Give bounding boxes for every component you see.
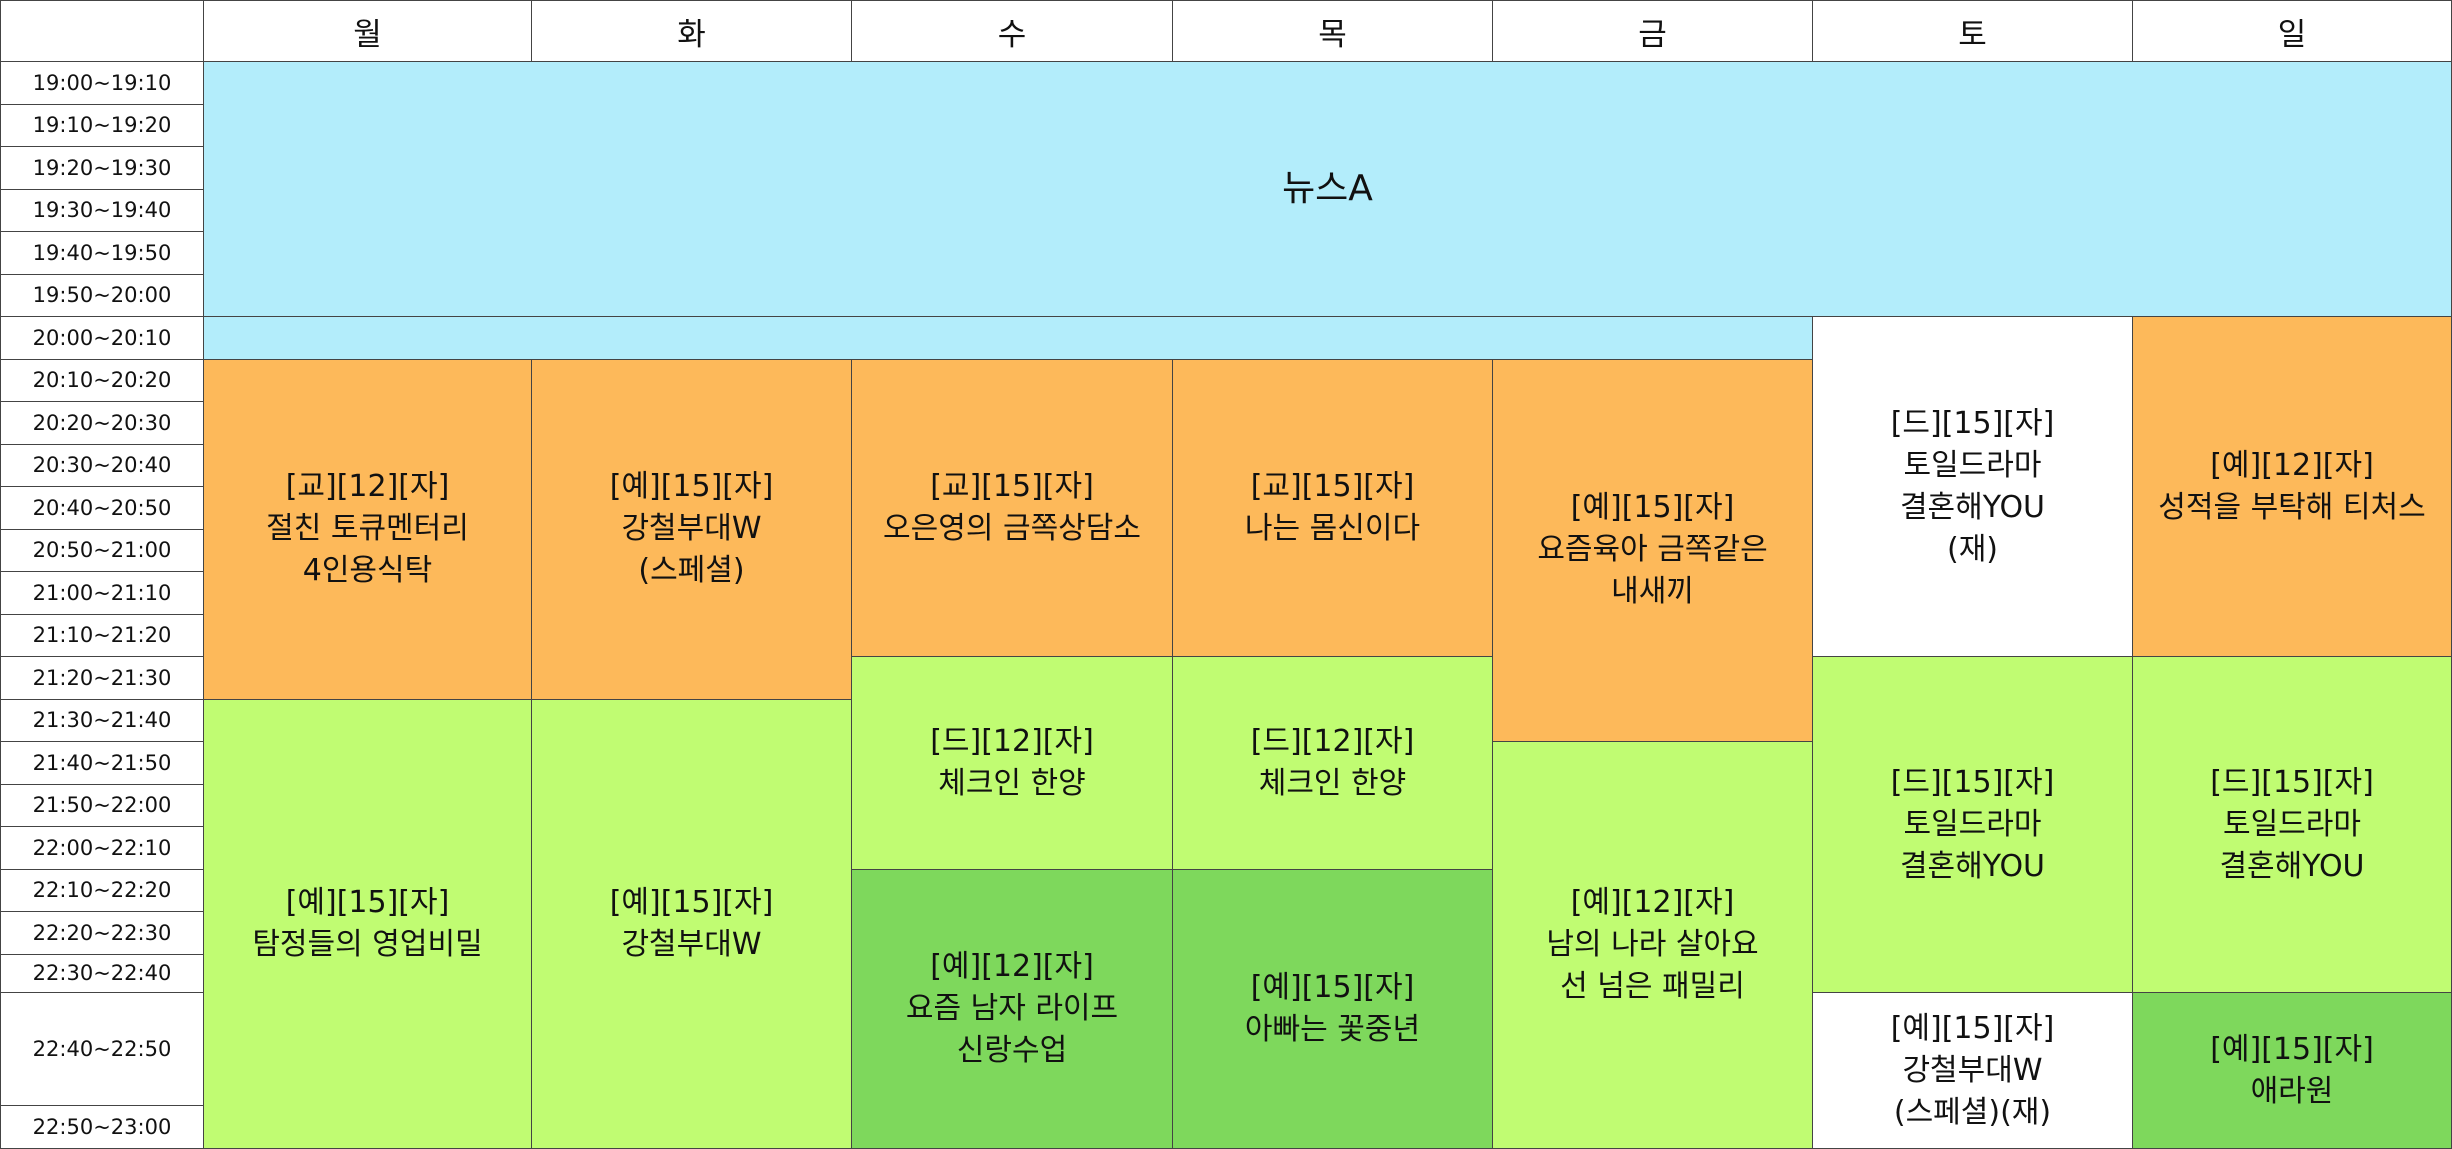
time-label: 19:50~20:00 <box>0 274 204 317</box>
program-block: [예][15][자] 애라원 <box>2133 993 2452 1149</box>
program-block: [예][15][자] 아빠는 꽃중년 <box>1173 869 1493 1149</box>
program-block: [드][12][자] 체크인 한양 <box>852 657 1173 870</box>
time-label: 19:40~19:50 <box>0 232 204 275</box>
time-label: 22:40~22:50 <box>0 993 204 1106</box>
program-title: [예][15][자] 강철부대W (스페셜) <box>609 469 774 588</box>
program-block: [예][15][자] 강철부대W <box>532 699 852 1149</box>
program-block: [예][15][자] 요즘육아 금쪽같은 내새끼 <box>1493 359 1813 742</box>
program-block: [교][15][자] 오은영의 금쪽상담소 <box>852 359 1173 657</box>
program-block: [교][15][자] 나는 몸신이다 <box>1173 359 1493 657</box>
program-block: [교][12][자] 절친 토큐멘터리 4인용식탁 <box>204 359 532 700</box>
program-title: [드][15][자] 토일드라마 결혼해YOU <box>1890 764 2055 884</box>
program-block: [예][15][자] 강철부대W (스페셜)(재) <box>1813 993 2133 1149</box>
day-header: 수 <box>852 0 1173 62</box>
program-title: [예][15][자] 요즘육아 금쪽같은 내새끼 <box>1537 490 1768 610</box>
time-label: 19:20~19:30 <box>0 147 204 190</box>
program-title: [드][15][자] 토일드라마 결혼해YOU (재) <box>1890 405 2055 567</box>
program-block: [예][12][자] 성적을 부탁해 티처스 <box>2133 317 2452 657</box>
program-block: [예][12][자] 요즘 남자 라이프 신랑수업 <box>852 869 1173 1149</box>
time-label: 20:30~20:40 <box>0 444 204 487</box>
program-block: 뉴스A <box>204 62 2452 317</box>
time-label: 21:40~21:50 <box>0 742 204 785</box>
time-label: 22:20~22:30 <box>0 912 204 955</box>
day-header: 목 <box>1173 0 1493 62</box>
program-title: [교][12][자] 절친 토큐멘터리 4인용식탁 <box>266 469 469 588</box>
time-label: 22:30~22:40 <box>0 954 204 993</box>
program-title: [예][15][자] 강철부대W (스페셜)(재) <box>1890 1010 2055 1130</box>
time-label: 20:00~20:10 <box>0 317 204 360</box>
program-title: [예][15][자] 애라원 <box>2210 1031 2374 1109</box>
program-title: [예][15][자] 탐정들의 영업비밀 <box>252 884 483 962</box>
time-label: 20:20~20:30 <box>0 402 204 445</box>
day-header: 토 <box>1813 0 2133 62</box>
time-label: 21:50~22:00 <box>0 784 204 827</box>
program-block: [드][15][자] 토일드라마 결혼해YOU <box>1813 657 2133 993</box>
program-title: [드][15][자] 토일드라마 결혼해YOU <box>2210 764 2374 884</box>
program-title: [예][15][자] 아빠는 꽃중년 <box>1244 969 1421 1047</box>
program-title: [교][15][자] 나는 몸신이다 <box>1244 468 1421 546</box>
time-label: 22:50~23:00 <box>0 1106 204 1149</box>
day-header: 금 <box>1493 0 1813 62</box>
program-block: [예][15][자] 탐정들의 영업비밀 <box>204 699 532 1149</box>
program-title: [예][15][자] 강철부대W <box>609 884 774 962</box>
program-block: [예][15][자] 강철부대W (스페셜) <box>532 359 852 700</box>
time-label: 20:10~20:20 <box>0 359 204 402</box>
program-title: [예][12][자] 남의 나라 살아요 선 넘은 패밀리 <box>1546 885 1759 1004</box>
program-title: [드][12][자] 체크인 한양 <box>1250 723 1415 801</box>
time-label: 19:10~19:20 <box>0 104 204 147</box>
corner-cell <box>0 0 204 62</box>
program-title: [교][15][자] 오은영의 금쪽상담소 <box>883 468 1141 546</box>
program-title: [예][12][자] 성적을 부탁해 티처스 <box>2158 447 2426 525</box>
program-title: [드][12][자] 체크인 한양 <box>930 723 1094 801</box>
program-block <box>204 317 1813 360</box>
time-label: 20:50~21:00 <box>0 529 204 572</box>
time-label: 20:40~20:50 <box>0 487 204 530</box>
day-header: 월 <box>204 0 532 62</box>
time-label: 19:30~19:40 <box>0 189 204 232</box>
time-label: 21:30~21:40 <box>0 699 204 742</box>
program-block: [드][12][자] 체크인 한양 <box>1173 657 1493 870</box>
time-label: 21:20~21:30 <box>0 657 204 700</box>
day-header: 일 <box>2133 0 2452 62</box>
time-label: 21:00~21:10 <box>0 572 204 615</box>
time-label: 19:00~19:10 <box>0 62 204 105</box>
time-label: 22:10~22:20 <box>0 869 204 912</box>
program-title: 뉴스A <box>1282 168 1373 209</box>
program-title: [예][12][자] 요즘 남자 라이프 신랑수업 <box>905 948 1119 1068</box>
program-block: [드][15][자] 토일드라마 결혼해YOU <box>2133 657 2452 993</box>
program-block: [드][15][자] 토일드라마 결혼해YOU (재) <box>1813 317 2133 657</box>
day-header: 화 <box>532 0 852 62</box>
time-label: 22:00~22:10 <box>0 827 204 870</box>
time-label: 21:10~21:20 <box>0 614 204 657</box>
program-block: [예][12][자] 남의 나라 살아요 선 넘은 패밀리 <box>1493 742 1813 1149</box>
